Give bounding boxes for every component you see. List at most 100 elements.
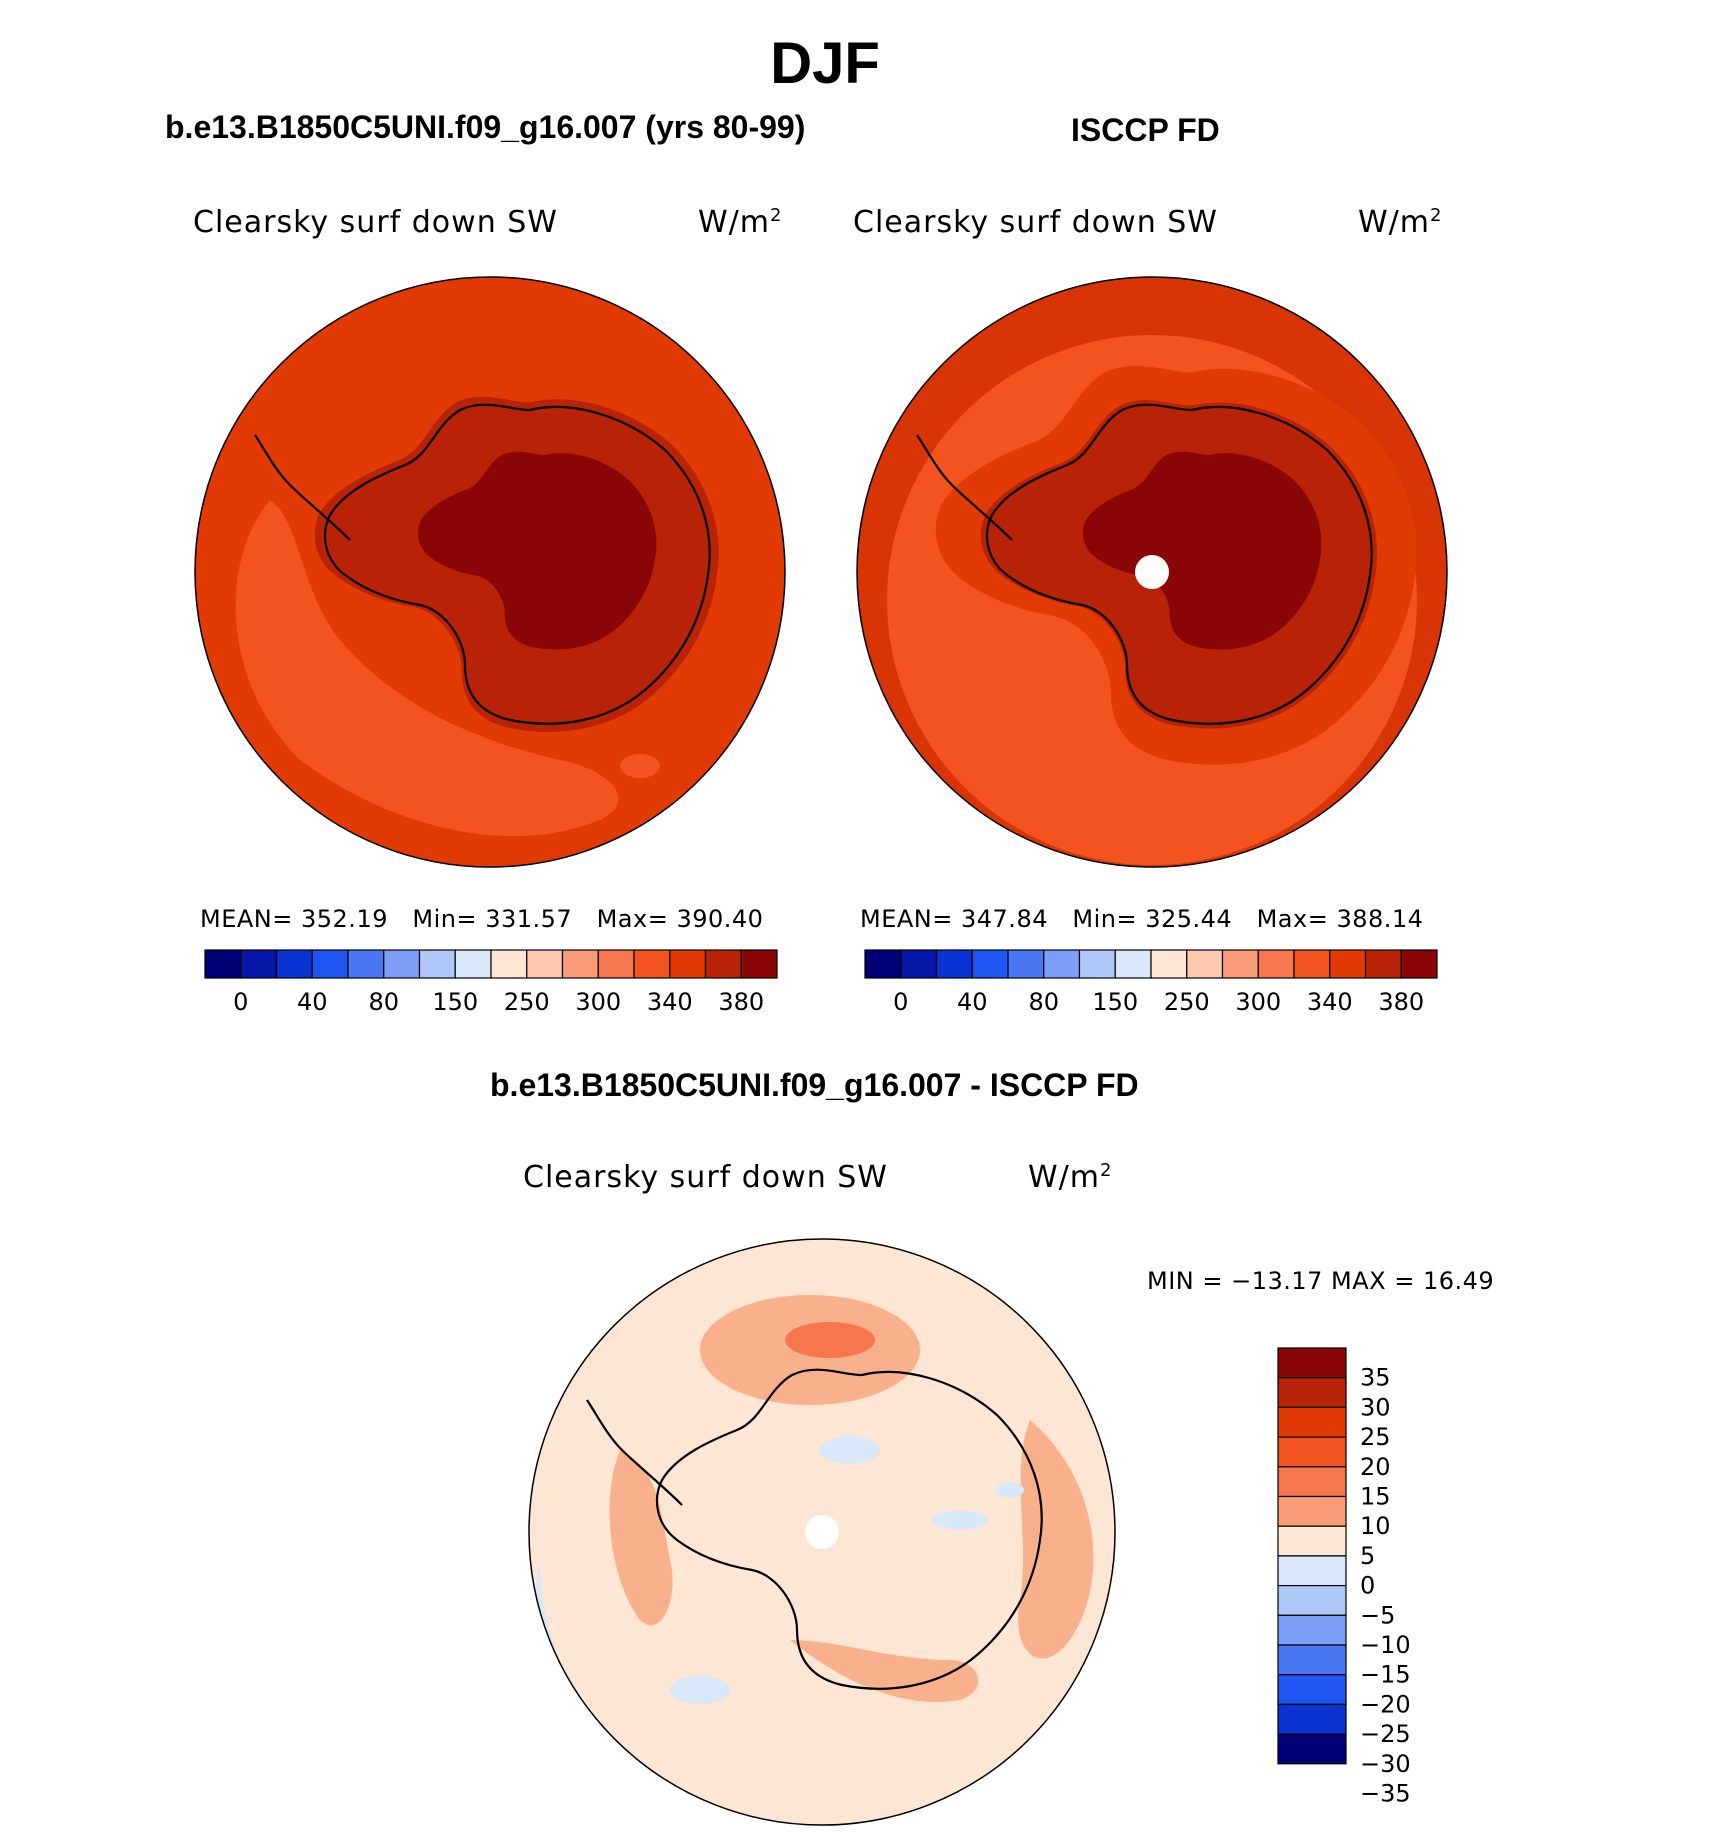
model-colorbar-swatch bbox=[597, 949, 635, 979]
model-colorbar-tick-label: 40 bbox=[297, 988, 328, 1016]
obs-colorbar-tick-label: 300 bbox=[1235, 988, 1281, 1016]
obs-stats: MEAN= 347.84 Min= 325.44 Max= 388.14 bbox=[860, 905, 1423, 933]
diff-colorbar-swatch bbox=[1277, 1733, 1347, 1765]
obs-mean-value: 347.84 bbox=[961, 905, 1048, 933]
diff-colorbar-swatch bbox=[1277, 1703, 1347, 1735]
model-colorbar-tick-label: 80 bbox=[368, 988, 399, 1016]
model-max-label: Max= bbox=[596, 905, 669, 933]
obs-colorbar-tick-label: 250 bbox=[1164, 988, 1210, 1016]
diff-variable-label: Clearsky surf down SW bbox=[523, 1160, 888, 1195]
diff-colorbar-tick-label: −10 bbox=[1360, 1631, 1411, 1659]
obs-colorbar-tick-label: 340 bbox=[1307, 988, 1353, 1016]
diff-colorbar-tick-label: 25 bbox=[1360, 1423, 1391, 1451]
diff-colorbar-tick-label: 15 bbox=[1360, 1483, 1391, 1511]
model-colorbar-swatch bbox=[740, 949, 778, 979]
obs-colorbar-swatch bbox=[935, 949, 973, 979]
diff-colorbar-tick-label: 30 bbox=[1360, 1393, 1391, 1421]
obs-units-label: W/m2 bbox=[1358, 205, 1443, 240]
model-colorbar-swatch bbox=[383, 949, 421, 979]
diff-colorbar-swatch bbox=[1277, 1377, 1347, 1408]
obs-panel-title: ISCCP FD bbox=[1071, 112, 1220, 148]
diff-colorbar-tick-label: −15 bbox=[1360, 1661, 1411, 1689]
diff-map-border bbox=[528, 1238, 1116, 1826]
diff-units-label: W/m2 bbox=[1028, 1160, 1113, 1195]
obs-colorbar-tick-label: 380 bbox=[1378, 988, 1424, 1016]
obs-max-label: Max= bbox=[1256, 905, 1329, 933]
diff-colorbar-tick-label: −20 bbox=[1360, 1690, 1411, 1718]
obs-colorbar: 0 40 80 150 250 300 340 380 bbox=[864, 949, 1438, 1016]
diff-colorbar-tick-label: −35 bbox=[1360, 1780, 1411, 1808]
obs-colorbar-swatch bbox=[1293, 949, 1331, 979]
diff-colorbar-swatch bbox=[1277, 1436, 1347, 1468]
model-stats: MEAN= 352.19 Min= 331.57 Max= 390.40 bbox=[200, 905, 763, 933]
obs-map-border bbox=[856, 276, 1448, 868]
model-colorbar-tick-label: 380 bbox=[718, 988, 764, 1016]
obs-colorbar-tick-label: 0 bbox=[893, 988, 908, 1016]
diff-colorbar-swatch bbox=[1277, 1644, 1347, 1676]
model-colorbar-swatch bbox=[669, 949, 707, 979]
model-colorbar-swatch bbox=[633, 949, 671, 979]
model-min-label: Min= bbox=[412, 905, 478, 933]
model-colorbar-swatch bbox=[240, 949, 278, 979]
diff-colorbar-swatch bbox=[1277, 1674, 1347, 1705]
model-colorbar-swatch bbox=[526, 949, 564, 979]
obs-pole-hole bbox=[1135, 555, 1169, 589]
model-colorbar: 0 40 80 150 250 300 340 380 bbox=[204, 949, 778, 1016]
obs-colorbar-swatch bbox=[1007, 949, 1045, 979]
model-colorbar-swatch bbox=[561, 949, 599, 979]
diff-colorbar-tick-label: 35 bbox=[1360, 1364, 1391, 1392]
obs-colorbar-tick-label: 80 bbox=[1028, 988, 1059, 1016]
diff-colorbar-swatch bbox=[1277, 1406, 1347, 1438]
obs-min-value: 325.44 bbox=[1145, 905, 1233, 933]
diff-colorbar-tick-label: −25 bbox=[1360, 1720, 1411, 1748]
obs-colorbar-swatch bbox=[1400, 949, 1438, 979]
diff-colorbar-swatch bbox=[1277, 1347, 1347, 1379]
model-units-label: W/m2 bbox=[698, 205, 783, 240]
diff-colorbar-tick-label: 5 bbox=[1360, 1542, 1375, 1570]
obs-mean-label: MEAN= bbox=[860, 905, 953, 933]
model-min-value: 331.57 bbox=[485, 905, 573, 933]
diff-colorbar-swatch bbox=[1277, 1525, 1347, 1557]
diff-colorbar-swatch bbox=[1277, 1555, 1347, 1587]
diff-colorbar-swatch bbox=[1277, 1584, 1347, 1616]
model-colorbar-swatch bbox=[311, 949, 349, 979]
diff-panel-title: b.e13.B1850C5UNI.f09_g16.007 - ISCCP FD bbox=[490, 1067, 1139, 1103]
model-colorbar-tick-label: 250 bbox=[504, 988, 550, 1016]
obs-colorbar-swatch bbox=[1329, 949, 1367, 979]
obs-colorbar-swatch bbox=[1257, 949, 1295, 979]
model-colorbar-swatch bbox=[275, 949, 313, 979]
model-map bbox=[195, 277, 785, 867]
obs-colorbar-swatch bbox=[1150, 949, 1188, 979]
model-colorbar-swatch bbox=[204, 949, 242, 979]
model-panel-title: b.e13.B1850C5UNI.f09_g16.007 (yrs 80-99) bbox=[165, 109, 806, 145]
diff-colorbar-tick-label: 10 bbox=[1360, 1512, 1391, 1540]
diff-colorbar-swatch bbox=[1277, 1614, 1347, 1646]
diff-colorbar-tick-label: 20 bbox=[1360, 1453, 1391, 1481]
obs-max-value: 388.14 bbox=[1336, 905, 1424, 933]
diff-colorbar-swatch bbox=[1277, 1495, 1347, 1527]
obs-colorbar-swatch bbox=[1186, 949, 1224, 979]
diff-colorbar-tick-label: −5 bbox=[1360, 1601, 1395, 1629]
model-colorbar-tick-label: 0 bbox=[233, 988, 248, 1016]
obs-colorbar-tick-label: 150 bbox=[1092, 988, 1138, 1016]
model-colorbar-tick-label: 300 bbox=[575, 988, 621, 1016]
obs-variable-label: Clearsky surf down SW bbox=[853, 205, 1218, 240]
model-mean-value: 352.19 bbox=[301, 905, 388, 933]
model-variable-label: Clearsky surf down SW bbox=[193, 205, 558, 240]
model-map-border bbox=[194, 276, 786, 868]
diff-pole-hole bbox=[805, 1515, 839, 1549]
obs-map bbox=[857, 277, 1447, 867]
model-colorbar-swatch bbox=[490, 949, 528, 979]
model-colorbar-swatch bbox=[418, 949, 456, 979]
diff-colorbar-swatch bbox=[1277, 1466, 1347, 1498]
model-colorbar-tick-label: 150 bbox=[432, 988, 478, 1016]
obs-colorbar-swatch bbox=[971, 949, 1009, 979]
model-colorbar-swatch bbox=[704, 949, 742, 979]
obs-colorbar-swatch bbox=[1043, 949, 1081, 979]
obs-colorbar-tick-label: 40 bbox=[957, 988, 988, 1016]
model-max-value: 390.40 bbox=[676, 905, 764, 933]
diff-minmax: MIN = −13.17 MAX = 16.49 bbox=[1147, 1267, 1495, 1295]
model-colorbar-tick-label: 340 bbox=[647, 988, 693, 1016]
obs-colorbar-swatch bbox=[1078, 949, 1116, 979]
